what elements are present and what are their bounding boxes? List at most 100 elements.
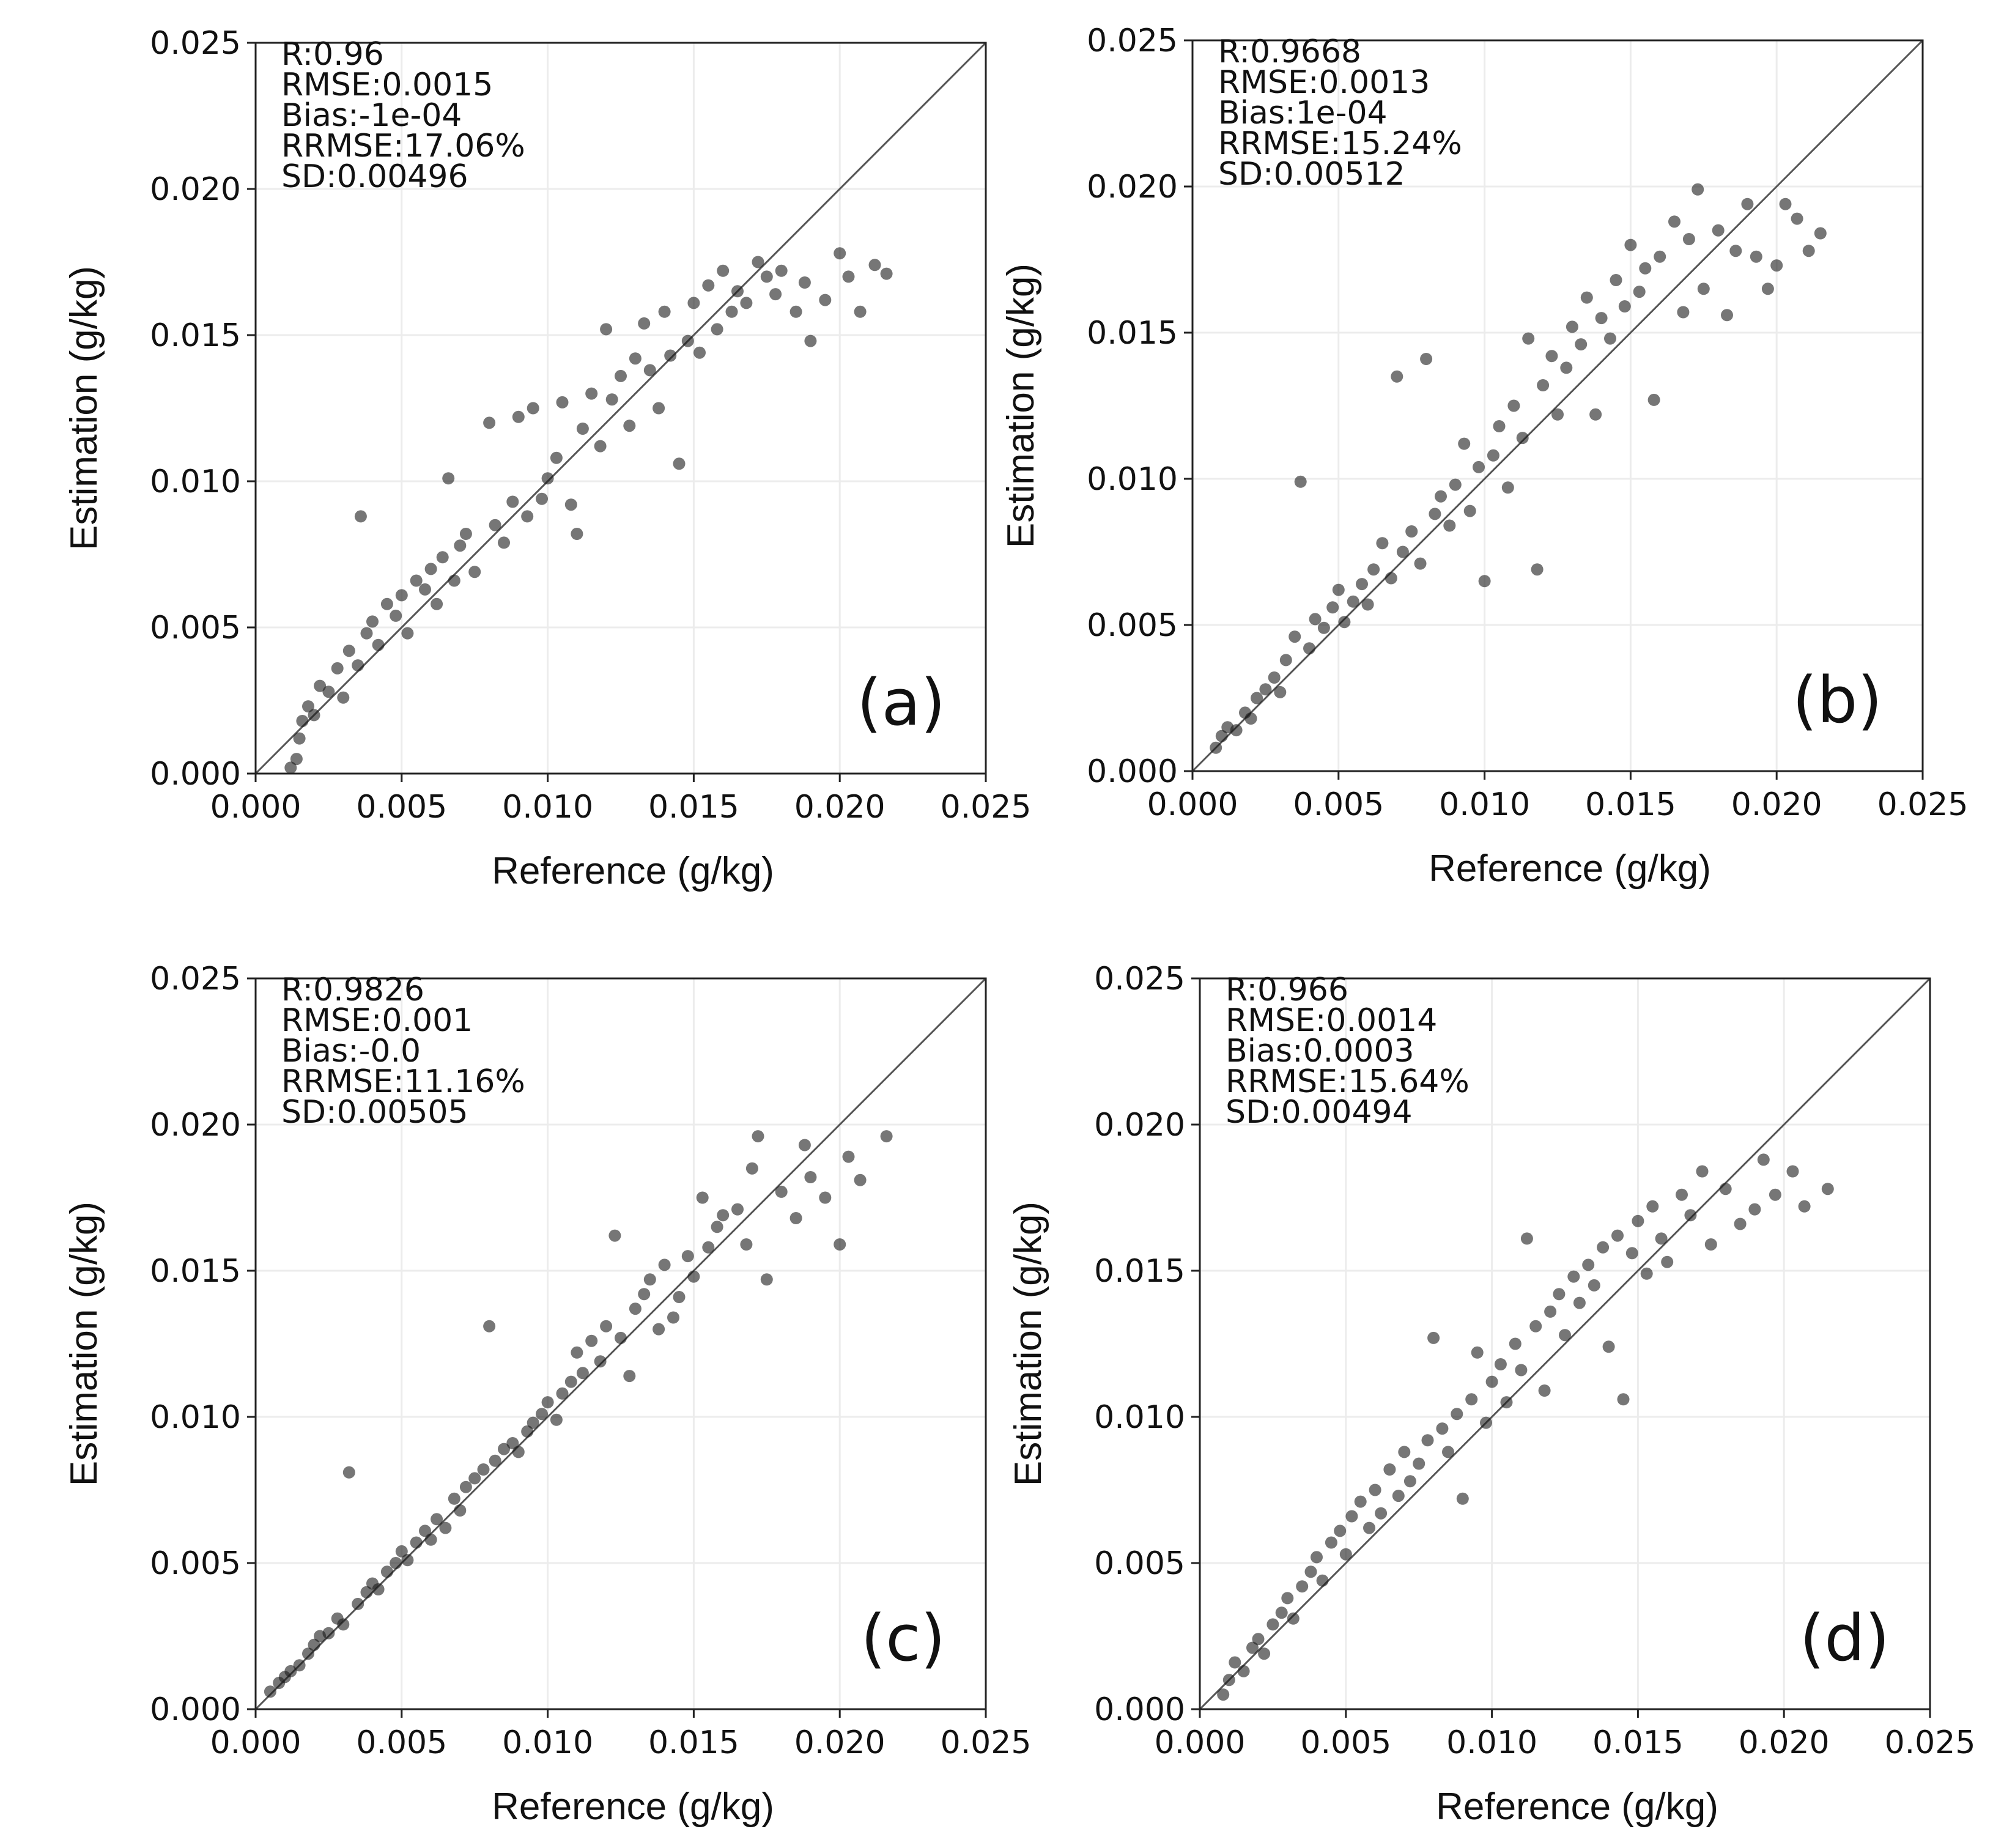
y-tick-label: 0.020 — [1087, 169, 1178, 205]
scatter-point — [1275, 1606, 1288, 1619]
scatter-point — [390, 609, 402, 622]
scatter-point — [1326, 601, 1339, 614]
scatter-point — [1274, 686, 1287, 698]
scatter-point — [459, 1480, 472, 1493]
scatter-point — [1494, 1358, 1507, 1370]
scatter-point — [1791, 212, 1803, 225]
scatter-point — [673, 1291, 686, 1303]
y-tick-label: 0.015 — [1094, 1253, 1185, 1290]
scatter-point — [681, 334, 694, 347]
scatter-point — [1654, 250, 1666, 263]
scatter-point — [740, 297, 753, 309]
scatter-point — [571, 1346, 583, 1359]
scatter-point — [536, 492, 548, 505]
scatter-point — [1610, 274, 1622, 286]
scatter-point — [498, 1443, 510, 1455]
scatter-point — [556, 1387, 569, 1400]
one-to-one-line — [1199, 977, 1931, 1710]
scatter-point — [681, 1250, 694, 1263]
scatter-point — [1529, 1320, 1542, 1332]
scatter-point — [477, 1463, 490, 1476]
scatter-point — [1668, 215, 1681, 228]
scatter-point — [819, 1191, 832, 1204]
scatter-point — [1356, 578, 1368, 591]
scatter-point — [1538, 1384, 1551, 1397]
scatter-point — [1545, 350, 1558, 363]
stat-line: RMSE:0.0013 — [1218, 64, 1430, 101]
stat-line: RRMSE:15.64% — [1226, 1063, 1470, 1100]
scatter-point — [673, 457, 686, 470]
scatter-point — [1465, 1393, 1478, 1406]
scatter-point — [789, 305, 802, 318]
scatter-point — [354, 510, 367, 523]
scatter-point — [302, 1647, 314, 1660]
scatter-point — [1435, 490, 1447, 503]
x-tick-label: 0.015 — [648, 1724, 739, 1761]
scatter-point — [798, 276, 811, 289]
scatter-point — [1316, 1574, 1329, 1587]
scatter-point — [1741, 198, 1754, 210]
stat-line: RMSE:0.0015 — [281, 67, 493, 103]
scatter-point — [395, 589, 408, 602]
scatter-point — [1222, 1674, 1235, 1687]
scatter-point — [1279, 654, 1292, 667]
scatter-point — [594, 1355, 607, 1368]
y-tick-label: 0.025 — [1087, 23, 1178, 59]
y-tick-label: 0.025 — [150, 25, 241, 62]
scatter-point — [1617, 1393, 1630, 1406]
stat-line: Bias:-0.0 — [281, 1033, 421, 1070]
scatter-point — [1451, 1408, 1463, 1421]
scatter-point — [1258, 1647, 1271, 1660]
scatter-point — [483, 1320, 496, 1332]
scatter-point — [401, 627, 414, 640]
x-tick-label: 0.015 — [1592, 1724, 1684, 1761]
scatter-point — [1244, 712, 1257, 725]
scatter-point — [541, 1396, 554, 1409]
scatter-point — [1420, 353, 1433, 365]
scatter-point — [702, 279, 715, 292]
scatter-point — [1580, 291, 1593, 304]
scatter-point — [1237, 1665, 1250, 1677]
scatter-point — [1500, 1396, 1513, 1409]
scatter-point — [1537, 379, 1550, 391]
x-axis-label: Reference (g/kg) — [492, 850, 774, 892]
scatter-point — [1647, 393, 1660, 406]
scatter-point — [1566, 320, 1578, 333]
scatter-point — [448, 574, 460, 587]
scatter-point — [527, 402, 539, 415]
x-tick-label: 0.020 — [794, 1724, 886, 1761]
y-tick-label: 0.000 — [150, 1691, 241, 1728]
scatter-point — [854, 1173, 867, 1186]
scatter-point — [439, 1521, 452, 1534]
scatter-point — [1692, 183, 1704, 196]
scatter-point — [1697, 283, 1710, 295]
scatter-point — [1588, 1279, 1600, 1292]
x-axis-label: Reference (g/kg) — [1436, 1786, 1718, 1828]
scatter-point — [664, 349, 677, 362]
scatter-point — [658, 305, 671, 318]
scatter-point — [556, 396, 569, 408]
scatter-point — [1567, 1270, 1580, 1283]
stat-line: RMSE:0.001 — [281, 1002, 473, 1039]
scatter-point — [643, 364, 656, 377]
scatter-point — [380, 1565, 393, 1578]
stat-line: SD:0.00496 — [281, 158, 468, 195]
scatter-point — [1317, 621, 1330, 634]
scatter-point — [1339, 1548, 1352, 1561]
scatter-point — [711, 323, 723, 336]
x-tick-label: 0.010 — [1439, 786, 1530, 823]
scatter-point — [1398, 1446, 1411, 1458]
scatter-point — [293, 732, 306, 745]
scatter-point — [308, 1638, 320, 1651]
scatter-point — [725, 305, 738, 318]
scatter-point — [629, 352, 642, 365]
scatter-point — [424, 563, 437, 575]
scatter-point — [410, 1536, 423, 1549]
scatter-point — [459, 528, 472, 540]
scatter-point — [1296, 1580, 1309, 1593]
y-tick-label: 0.000 — [1087, 753, 1178, 790]
x-axis-label: Reference (g/kg) — [1429, 848, 1711, 890]
scatter-point — [360, 1586, 373, 1599]
scatter-point — [1345, 1510, 1358, 1523]
stat-line: Bias:0.0003 — [1226, 1033, 1414, 1070]
